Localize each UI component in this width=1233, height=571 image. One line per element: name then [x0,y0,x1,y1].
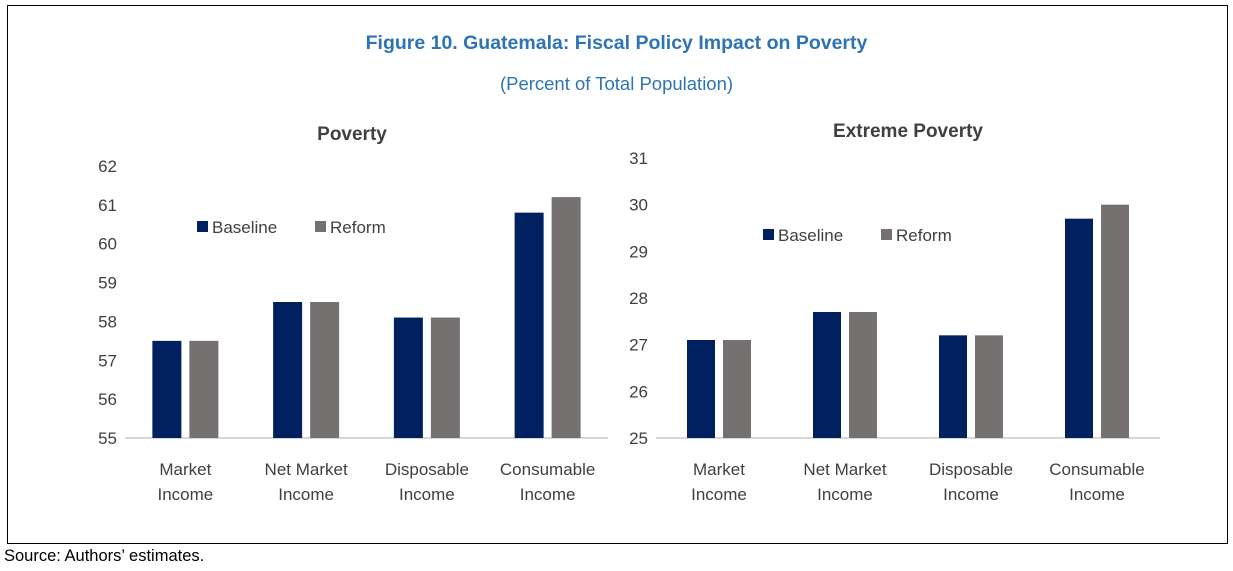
poverty-y-tick-label: 57 [98,351,117,370]
poverty-bar-reform [430,317,460,438]
figure-title: Figure 10. Guatemala: Fiscal Policy Impa… [365,32,868,54]
source-note: Source: Authors’ estimates. [4,547,205,565]
poverty-bar-baseline [393,317,423,438]
poverty-bar-reform [310,302,340,438]
poverty-bar-reform [189,340,219,438]
poverty-chart-title: Poverty [317,124,387,145]
poverty-x-tick-label: Consumable [500,460,595,479]
poverty-x-tick-label: Income [399,485,455,504]
poverty-x-tick-label: Income [520,485,576,504]
poverty-y-tick-label: 56 [98,390,117,409]
poverty-y-tick-label: 62 [98,157,117,176]
poverty-x-tick-label: Market [159,460,211,479]
poverty-legend-label: Reform [330,218,386,237]
poverty-bar-reform [551,197,581,438]
poverty-bar-baseline [273,302,303,438]
poverty-legend-swatch-reform [315,221,326,232]
poverty-y-tick-label: 59 [98,274,117,293]
poverty-bar-baseline [152,340,182,438]
poverty-bar-baseline [514,212,544,438]
poverty-x-tick-label: Disposable [385,460,469,479]
poverty-x-tick-label: Income [158,485,214,504]
figure-frame [7,5,1228,544]
poverty-y-tick-label: 58 [98,312,117,331]
poverty-y-tick-label: 61 [98,196,117,215]
poverty-x-tick-label: Income [278,485,334,504]
poverty-x-tick-label: Net Market [265,460,348,479]
poverty-y-tick-label: 60 [98,235,117,254]
poverty-y-tick-label: 55 [98,429,117,448]
poverty-legend-swatch-baseline [197,221,208,232]
poverty-legend-label: Baseline [212,218,277,237]
figure-subtitle: (Percent of Total Population) [499,73,734,94]
